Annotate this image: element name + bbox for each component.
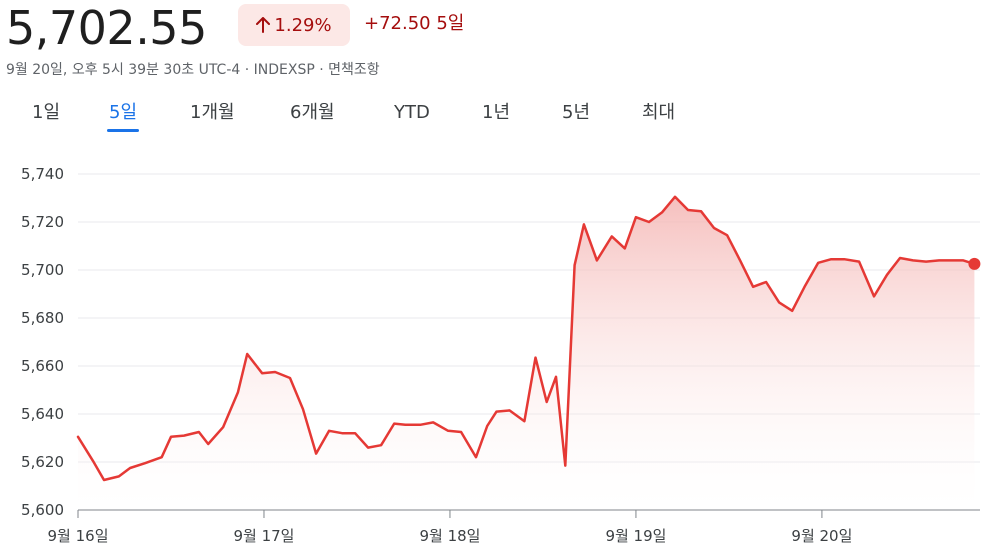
x-tick-label: 9월 20일 (791, 527, 852, 545)
current-price: 5,702.55 (6, 1, 207, 55)
y-tick-label: 5,720 (21, 213, 64, 231)
x-tick-label: 9월 19일 (605, 527, 666, 545)
x-tick-label: 9월 17일 (233, 527, 294, 545)
series-line (76, 195, 976, 482)
tab-max[interactable]: 최대 (642, 102, 676, 123)
y-tick-label: 5,640 (21, 405, 64, 423)
y-tick-label: 5,600 (21, 501, 64, 519)
x-tick-label: 9월 18일 (419, 527, 480, 545)
tab-1d[interactable]: 1일 (32, 102, 61, 123)
range-tabs: 1일 5일 1개월 6개월 YTD 1년 5년 최대 (0, 96, 992, 136)
tab-ytd[interactable]: YTD (394, 102, 430, 123)
tab-5y[interactable]: 5년 (562, 102, 591, 123)
change-absolute: +72.50 (364, 13, 431, 34)
change-period: 5일 (436, 13, 465, 34)
change-summary: +72.50 5일 (364, 10, 464, 38)
y-tick-label: 5,660 (21, 357, 64, 375)
axes: 5,600 5,620 5,640 5,660 5,680 5,700 5,720 5,740… (21, 165, 980, 545)
change-percent-badge: 1.29% (238, 4, 350, 46)
y-tick-label: 5,680 (21, 309, 64, 327)
tab-5d[interactable]: 5일 (106, 96, 140, 132)
series-area-fill (78, 196, 975, 511)
x-tick-label: 9월 16일 (48, 527, 109, 545)
tab-6m[interactable]: 6개월 (290, 102, 335, 123)
arrow-up-icon (256, 17, 271, 33)
y-tick-label: 5,700 (21, 261, 64, 279)
y-tick-label: 5,620 (21, 453, 64, 471)
current-price-dot[interactable] (968, 257, 981, 270)
change-percent: 1.29% (274, 14, 332, 36)
tab-1y[interactable]: 1년 (482, 102, 511, 123)
quote-meta: 9월 20일, 오후 5시 39분 30초 UTC-4 · INDEXSP · … (6, 62, 380, 78)
area-layer (76, 195, 981, 511)
y-tick-label: 5,740 (21, 165, 64, 183)
tab-1m[interactable]: 1개월 (190, 102, 235, 123)
